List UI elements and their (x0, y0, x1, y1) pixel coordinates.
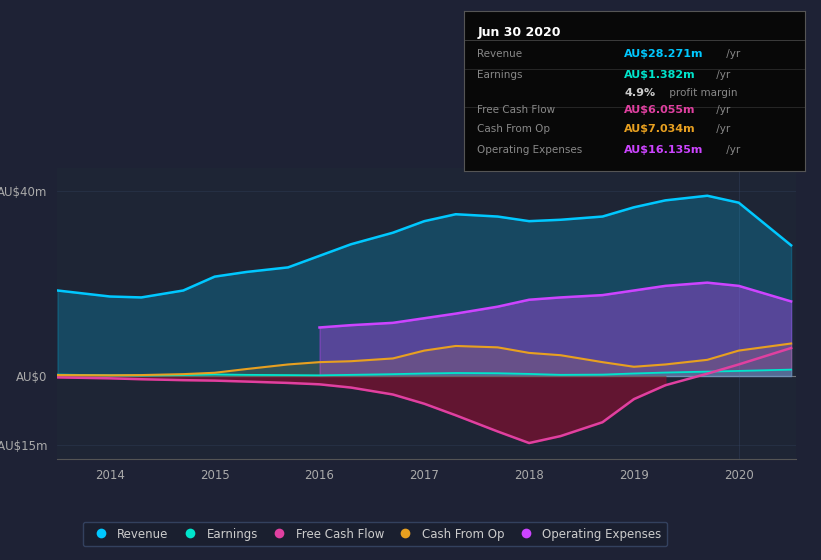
Text: 4.9%: 4.9% (624, 87, 655, 97)
Text: AU$7.034m: AU$7.034m (624, 124, 695, 134)
Text: /yr: /yr (722, 145, 740, 155)
Text: AU$6.055m: AU$6.055m (624, 105, 695, 115)
Text: /yr: /yr (722, 49, 740, 59)
Text: Free Cash Flow: Free Cash Flow (478, 105, 556, 115)
Text: Jun 30 2020: Jun 30 2020 (478, 26, 561, 39)
Text: AU$1.382m: AU$1.382m (624, 70, 695, 80)
Text: AU$28.271m: AU$28.271m (624, 49, 704, 59)
Text: Revenue: Revenue (478, 49, 523, 59)
Text: /yr: /yr (713, 124, 731, 134)
Text: Cash From Op: Cash From Op (478, 124, 551, 134)
Text: AU$16.135m: AU$16.135m (624, 145, 704, 155)
Text: Earnings: Earnings (478, 70, 523, 80)
Text: /yr: /yr (713, 70, 731, 80)
Legend: Revenue, Earnings, Free Cash Flow, Cash From Op, Operating Expenses: Revenue, Earnings, Free Cash Flow, Cash … (83, 522, 667, 547)
Text: Operating Expenses: Operating Expenses (478, 145, 583, 155)
Text: /yr: /yr (713, 105, 731, 115)
Text: profit margin: profit margin (666, 87, 737, 97)
